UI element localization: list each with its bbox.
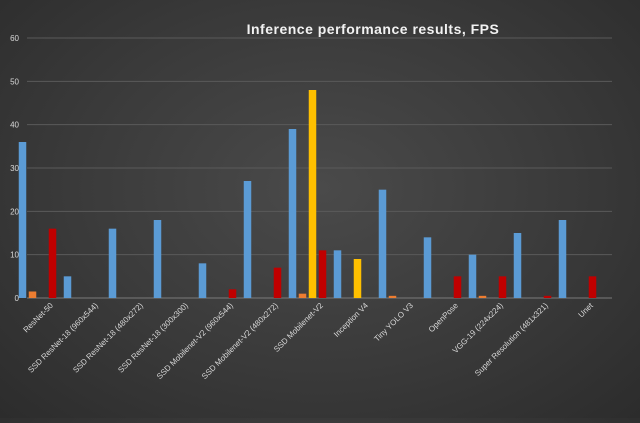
x-tick-label: SSD Mobilenet-V2 (480x272) — [200, 301, 280, 381]
bar — [153, 220, 162, 298]
bar — [198, 263, 207, 298]
bar — [333, 250, 342, 298]
bars — [18, 90, 597, 298]
bar — [48, 228, 57, 298]
bar — [298, 293, 307, 298]
x-tick-label: OpenPose — [427, 301, 460, 334]
bar — [308, 90, 317, 298]
bar — [513, 233, 522, 298]
x-tick-label: Super Resolution (481x321) — [473, 301, 550, 378]
bar — [288, 129, 297, 298]
x-tick-label: ResNet-50 — [22, 301, 56, 335]
y-tick-label: 50 — [10, 77, 19, 86]
bar — [478, 295, 487, 298]
x-tick-label: SSD Mobilenet-V2 — [272, 301, 325, 354]
y-tick-label: 20 — [10, 207, 19, 216]
bar — [108, 228, 117, 298]
y-tick-label: 10 — [10, 251, 19, 260]
x-tick-label: SSD Mobilenet-V2 (960x544) — [155, 301, 235, 381]
bar — [423, 237, 432, 298]
bar — [543, 295, 552, 298]
x-tick-label: Unet — [577, 301, 596, 320]
bar — [28, 291, 37, 298]
chart-title: Inference performance results, FPS — [247, 21, 500, 37]
bar — [228, 289, 237, 298]
bar — [18, 142, 27, 298]
bar — [388, 295, 397, 298]
y-tick-label: 0 — [15, 294, 20, 303]
bar — [378, 189, 387, 298]
bar — [468, 254, 477, 298]
bar — [318, 250, 327, 298]
bar — [243, 181, 252, 298]
bar — [353, 259, 362, 298]
bar — [63, 276, 72, 298]
bar — [588, 276, 597, 298]
y-tick-label: 30 — [10, 164, 19, 173]
bar — [453, 276, 462, 298]
y-tick-label: 60 — [10, 34, 19, 43]
x-tick-label: Inception V4 — [332, 301, 370, 339]
bar — [498, 276, 507, 298]
y-axis-ticks: 0 10 20 30 40 50 60 — [10, 34, 19, 303]
x-tick-label: Tiny YOLO V3 — [372, 301, 415, 344]
gridlines — [27, 37, 612, 299]
bar — [273, 267, 282, 298]
bar — [558, 220, 567, 298]
y-tick-label: 40 — [10, 121, 19, 130]
